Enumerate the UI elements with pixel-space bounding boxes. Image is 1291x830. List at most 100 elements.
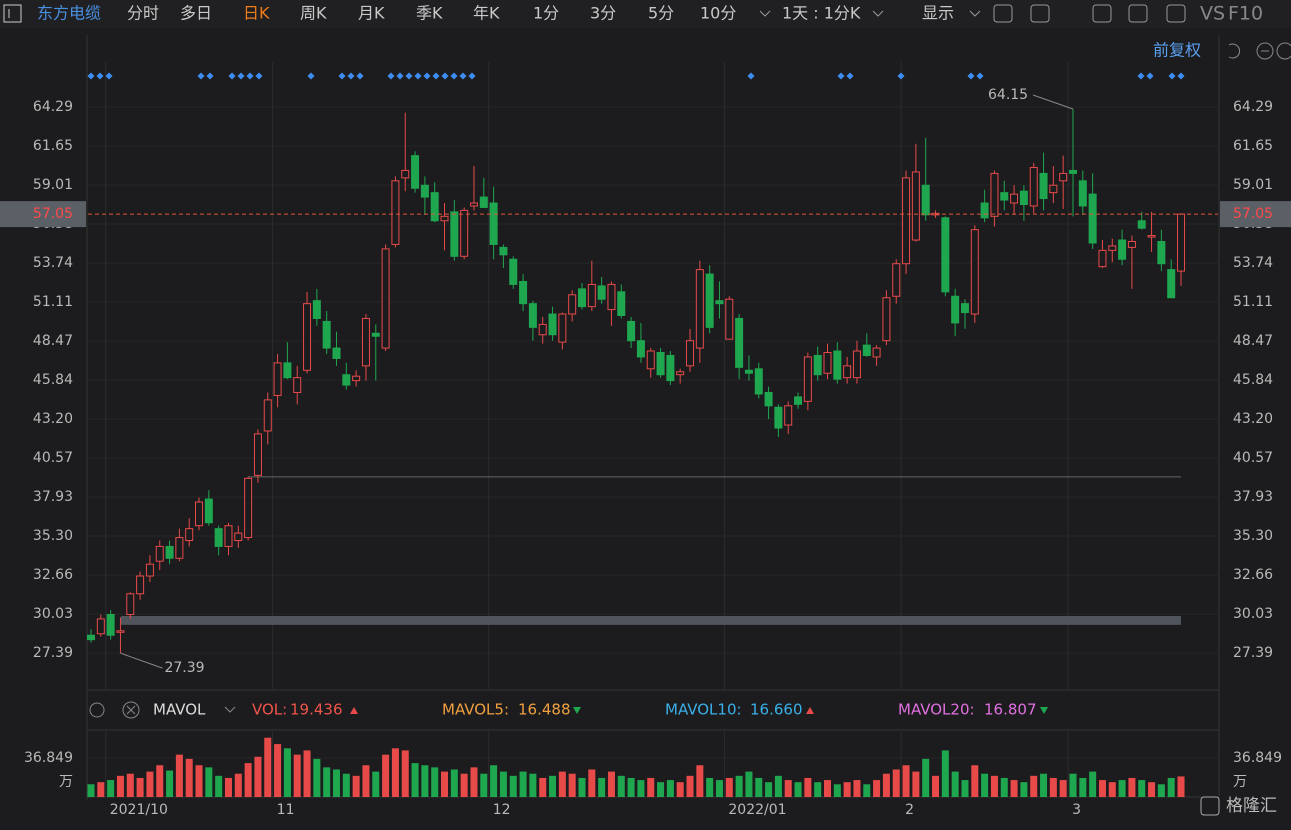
toolbar: 分时 多日 日K 周K 月K 季K 年K 1分 3分 5分 10分 1天 : 1分K 显示 VS F10 [127, 3, 1263, 25]
chevron[interactable] [759, 10, 771, 17]
zoom-out[interactable] [1256, 42, 1274, 60]
toolbar-item[interactable]: VS [1200, 3, 1225, 25]
candle-body [440, 215, 449, 222]
volume-bar [1108, 782, 1116, 797]
toolbar-item[interactable]: 分时 [127, 4, 159, 23]
candle-body [234, 532, 243, 541]
volume-bar [1000, 777, 1008, 797]
candle-body [479, 196, 488, 208]
y-tick-label: 53.74 [1233, 255, 1273, 271]
candle-body [980, 202, 989, 219]
toolbar-item[interactable]: 3分 [590, 4, 616, 23]
candle-body [636, 340, 645, 358]
toolbar-item[interactable]: 周K [300, 4, 327, 23]
candle-body [558, 313, 567, 343]
signal-marker [87, 72, 95, 80]
candle-body [960, 303, 969, 314]
signal-marker [441, 72, 449, 80]
y-tick-label: 36.849 [1233, 750, 1282, 766]
volume-bar [902, 765, 910, 797]
volume-bar [126, 773, 134, 797]
signal-marker [255, 72, 263, 80]
candle-body [303, 303, 312, 371]
y-tick-label: 30.03 [1233, 606, 1273, 622]
toolbar-item[interactable]: 显示 [922, 4, 954, 23]
x-tick-label: 11 [277, 802, 295, 818]
candle-body [1019, 190, 1028, 205]
toolbar-item[interactable]: F10 [1228, 3, 1263, 25]
volume-bar [215, 775, 223, 797]
candle-body [371, 332, 380, 337]
volume-bar [686, 775, 694, 797]
y-tick-label: 36.849 [24, 750, 73, 766]
stock-name[interactable]: 东方电缆 [37, 4, 101, 23]
toolbar-item[interactable]: 多日 [180, 4, 212, 23]
signal-marker [1137, 72, 1145, 80]
toolbar-bg [0, 0, 1291, 28]
candle-body [145, 563, 154, 577]
volume-bar [156, 765, 164, 797]
volume-bar [244, 763, 252, 797]
volume-bar [666, 780, 674, 797]
candle-body [509, 258, 518, 285]
candle-body [244, 477, 253, 539]
last-price-label: 57.05 [33, 206, 73, 222]
toolbar-item[interactable]: 日K [243, 4, 270, 23]
menu-icon[interactable] [3, 4, 22, 23]
volume-bar [107, 780, 115, 797]
candle-body [352, 375, 361, 382]
volume-bar [254, 756, 262, 797]
tool-icon[interactable] [993, 4, 1013, 23]
toolbar-item[interactable]: 5分 [648, 4, 674, 23]
toolbar-item[interactable]: 1分 [533, 4, 559, 23]
chevron[interactable] [224, 706, 236, 713]
zoom-in[interactable] [1276, 42, 1291, 60]
toolbar-item[interactable]: 1天 : 1分K [782, 4, 861, 23]
candle-body [381, 248, 390, 349]
chevron[interactable] [969, 10, 981, 17]
chevron[interactable] [872, 10, 884, 17]
candle-body [970, 229, 979, 315]
tool-icon[interactable] [1092, 4, 1112, 23]
volume-bar [922, 758, 930, 797]
close-icon[interactable] [122, 701, 140, 719]
trend-arrow [806, 707, 814, 714]
signal-marker [307, 72, 315, 80]
toolbar-item[interactable]: 季K [416, 4, 443, 23]
reset-icon[interactable] [1228, 43, 1241, 59]
volume-bar [391, 748, 399, 797]
candle-body [430, 192, 439, 222]
tool-icon[interactable] [1030, 4, 1050, 23]
candle-body [587, 283, 596, 308]
toolbar-item[interactable]: 月K [358, 4, 385, 23]
tool-icon[interactable] [1166, 4, 1186, 23]
candle-body [1088, 193, 1097, 244]
settings-icon[interactable] [89, 702, 105, 718]
signal-marker [206, 72, 214, 80]
volume-bar [224, 777, 232, 797]
candle-body [450, 211, 459, 257]
candle-body [725, 298, 734, 340]
toolbar-item[interactable]: 年K [473, 4, 500, 23]
tool-icon[interactable] [1128, 4, 1148, 23]
volume-bar [715, 780, 723, 797]
volume-unit: 万 [1233, 774, 1247, 790]
candle-body [1010, 193, 1019, 204]
candle-body [185, 528, 194, 541]
toolbar-item[interactable]: 10分 [700, 4, 736, 23]
adjust-mode[interactable]: 前复权 [1153, 41, 1201, 60]
candle-body [597, 285, 606, 300]
candle-body [1137, 220, 1146, 229]
indicator-name[interactable]: MAVOL [153, 701, 206, 719]
y-tick-label: 35.30 [1233, 528, 1273, 544]
candle-body [607, 283, 616, 311]
candle-body [283, 362, 292, 379]
y-tick-label: 61.65 [33, 138, 73, 154]
candle-body [204, 498, 213, 524]
candle-body [224, 525, 233, 547]
candle-body [872, 347, 881, 358]
candle-body [617, 291, 626, 317]
y-tick-label: 37.93 [1233, 489, 1273, 505]
volume-bar [549, 775, 557, 797]
candle-body [823, 352, 832, 374]
